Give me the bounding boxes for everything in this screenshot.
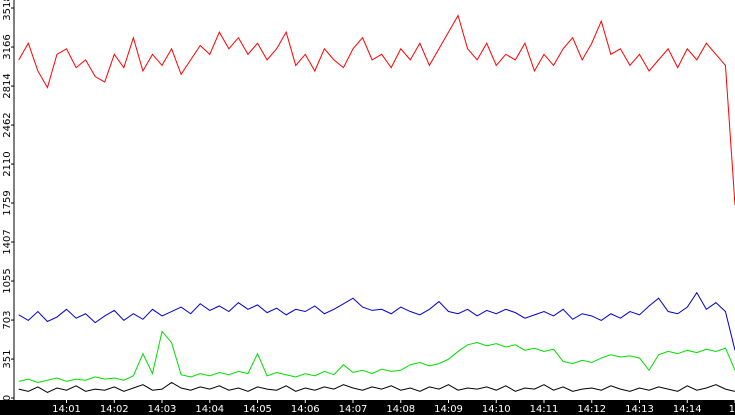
series-line (18, 14, 735, 206)
series-line (18, 330, 735, 383)
y-tick-label: 1759 (2, 190, 13, 215)
x-tick-label: 14:12 (577, 404, 606, 415)
y-tick-label: 1055 (2, 268, 13, 293)
plot-area (18, 14, 735, 394)
x-tick-label: 14:10 (482, 404, 511, 415)
y-tick-label: 2462 (2, 112, 13, 137)
x-tick-label: 14:04 (195, 404, 224, 415)
x-tick-label: 14:03 (148, 404, 177, 415)
x-tick-label: 14:13 (625, 404, 654, 415)
series-line (18, 291, 735, 351)
y-tick-label: 1407 (2, 229, 13, 254)
series-line (18, 381, 735, 394)
x-tick-label: 14:09 (434, 404, 463, 415)
x-tick-label: 14:11 (530, 404, 559, 415)
x-tick-label: 14:07 (339, 404, 368, 415)
y-tick-label: 351 (2, 350, 13, 369)
x-tick-label: 14:05 (243, 404, 272, 415)
x-tick-label: 14:14 (673, 404, 702, 415)
x-tick-label: 14 (729, 404, 735, 415)
x-axis-band (0, 400, 735, 415)
x-tick-label: 14:01 (52, 404, 81, 415)
y-tick-label: 703 (2, 311, 13, 330)
y-tick-label: 3166 (2, 34, 13, 59)
y-tick-label: 2814 (2, 73, 13, 98)
x-tick-label: 14:06 (291, 404, 320, 415)
x-tick-label: 14:08 (386, 404, 415, 415)
y-tick-label: 2110 (2, 151, 13, 176)
x-tick-label: 14:02 (100, 404, 129, 415)
y-tick-label: 3518 (2, 0, 13, 21)
y-tick-label: 0 (2, 395, 13, 401)
